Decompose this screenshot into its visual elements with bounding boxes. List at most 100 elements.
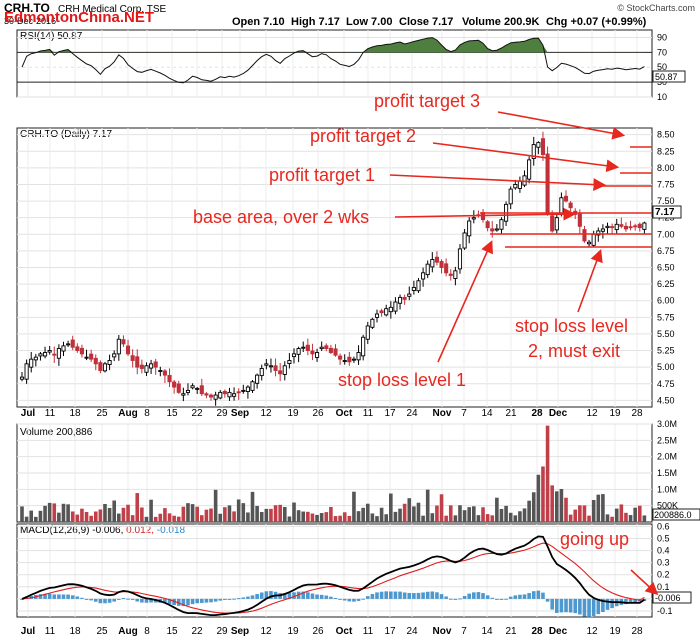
candle-body [559, 197, 564, 215]
volume-bar [126, 504, 130, 522]
macd-histogram-bar [379, 591, 384, 599]
macd-histogram-bar [80, 597, 84, 599]
macd-histogram-bar [485, 595, 490, 599]
x-tick-label: 7 [461, 626, 467, 637]
candle-body [499, 219, 504, 230]
volume-bar [301, 511, 306, 522]
volume-value-tag: 200886.0 [654, 510, 692, 520]
open-label: Open 7.10 [232, 16, 285, 28]
x-tick-label: Sep [231, 626, 249, 637]
volume-bar [121, 507, 126, 522]
rsi-line [21, 37, 645, 84]
volume-tick-label: 2.5M [657, 435, 677, 445]
macd-histogram-bar [568, 598, 573, 613]
x-tick-label: 11 [363, 408, 374, 419]
volume-tick-label: 3.0M [657, 419, 677, 429]
candle-body [527, 159, 532, 180]
annotation-profit-target-2: profit target 2 [310, 126, 416, 146]
macd-label: MACD(12,26,9) -0.006, 0.012, -0.018 [20, 525, 186, 536]
volume-bar [508, 512, 513, 522]
x-tick-label: 25 [96, 626, 108, 637]
macd-histogram-bar [375, 592, 379, 599]
candle-body [121, 339, 126, 345]
candle-body [222, 390, 227, 395]
candle-body [185, 389, 191, 393]
candle-body [319, 346, 324, 350]
candle-body [33, 356, 38, 361]
macd-histogram-bar [195, 598, 199, 604]
price-tick-label: 5.50 [657, 329, 675, 339]
candle-body [89, 353, 94, 360]
candle-body [47, 350, 52, 353]
volume-bar [20, 506, 24, 522]
macd-histogram-bar [259, 592, 264, 599]
annotation-going-up: going up [560, 529, 629, 549]
candle-body [600, 228, 605, 232]
rsi-tick-label: 90 [657, 32, 667, 42]
volume-bar [624, 512, 628, 522]
x-tick-label: 15 [166, 408, 178, 419]
candle-body [102, 363, 108, 372]
volume-bar [347, 515, 352, 522]
x-tick-label: 14 [481, 626, 493, 637]
x-tick-label: Sep [231, 408, 249, 419]
x-tick-label: 28 [631, 626, 643, 637]
macd-histogram-bar [186, 598, 190, 606]
macd-histogram-bar [292, 592, 296, 599]
candle-body [24, 363, 29, 380]
macd-histogram-bar [223, 598, 227, 600]
candle-body [614, 223, 619, 231]
candle-body [384, 308, 389, 316]
annotation-stop-loss-1: stop loss level 1 [338, 370, 466, 390]
candle-body [153, 361, 158, 368]
volume-bar [213, 489, 218, 522]
x-tick-label: 11 [363, 626, 374, 637]
candle-body [301, 346, 306, 349]
volume-bar [117, 513, 121, 522]
candle-body [144, 365, 149, 373]
candle-body [467, 220, 472, 237]
macd-histogram-bar [269, 591, 273, 599]
price-tick-label: 6.50 [657, 263, 675, 273]
macd-histogram-bar [398, 591, 402, 599]
price-tick-label: 4.75 [657, 379, 675, 389]
volume-bar [47, 502, 52, 522]
macd-histogram-bar [472, 592, 476, 599]
annotation-stop-loss-2-line1: stop loss level [515, 316, 628, 336]
candle-body [176, 383, 181, 393]
volume-bar [568, 514, 573, 522]
x-tick-label: Nov [433, 408, 452, 419]
annotation-profit-target-3: profit target 3 [374, 91, 480, 111]
macd-histogram-bar [38, 594, 43, 599]
candle-body [259, 368, 264, 377]
volume-bar [384, 514, 389, 522]
volume-bar [545, 425, 550, 522]
company-name: CRH Medical Corp. TSE [58, 4, 167, 15]
volume-bar [89, 515, 93, 522]
macd-histogram-bar [591, 598, 596, 616]
candle-body [29, 358, 34, 368]
volume-header-label: Volume 200.9K [462, 16, 539, 28]
rsi-tick-label: 50 [657, 62, 667, 72]
volume-bar [379, 507, 384, 522]
macd-histogram-bar [582, 598, 587, 617]
volume-bar [204, 509, 209, 522]
candle-body [255, 374, 260, 384]
macd-histogram-bar [504, 598, 508, 600]
volume-bar [596, 494, 601, 522]
candle-body [517, 180, 522, 189]
macd-line [21, 535, 645, 616]
macd-histogram-bar [467, 593, 471, 599]
volume-bar [462, 510, 467, 522]
macd-histogram-bar [458, 598, 462, 600]
volume-bar [227, 505, 232, 522]
candle-body [494, 228, 499, 231]
x-tick-label: 12 [260, 626, 272, 637]
volume-bar [186, 503, 190, 522]
volume-bar [458, 505, 462, 522]
x-tick-label: Jul [21, 626, 36, 637]
candle-body [181, 393, 186, 396]
macd-histogram-bar [545, 598, 550, 602]
volume-bar [333, 516, 338, 522]
macd-tick-label: 0.3 [657, 558, 670, 568]
